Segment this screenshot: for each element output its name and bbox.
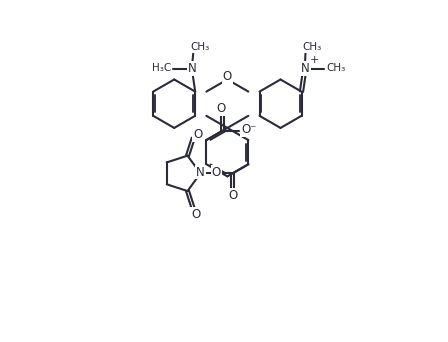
Text: CH₃: CH₃ bbox=[190, 42, 209, 52]
Text: CH₃: CH₃ bbox=[302, 42, 321, 52]
Text: O: O bbox=[228, 189, 237, 202]
Text: N: N bbox=[187, 62, 196, 75]
Text: N: N bbox=[301, 62, 310, 75]
Text: O: O bbox=[217, 102, 226, 115]
Text: +: + bbox=[310, 55, 319, 65]
Text: H₃C: H₃C bbox=[152, 63, 171, 73]
Text: O: O bbox=[193, 128, 202, 141]
Text: O: O bbox=[211, 166, 221, 179]
Text: N: N bbox=[196, 166, 205, 179]
Text: CH₃: CH₃ bbox=[327, 63, 346, 73]
Text: O⁻: O⁻ bbox=[241, 123, 256, 136]
Text: O: O bbox=[191, 208, 200, 221]
Text: O: O bbox=[223, 70, 232, 83]
